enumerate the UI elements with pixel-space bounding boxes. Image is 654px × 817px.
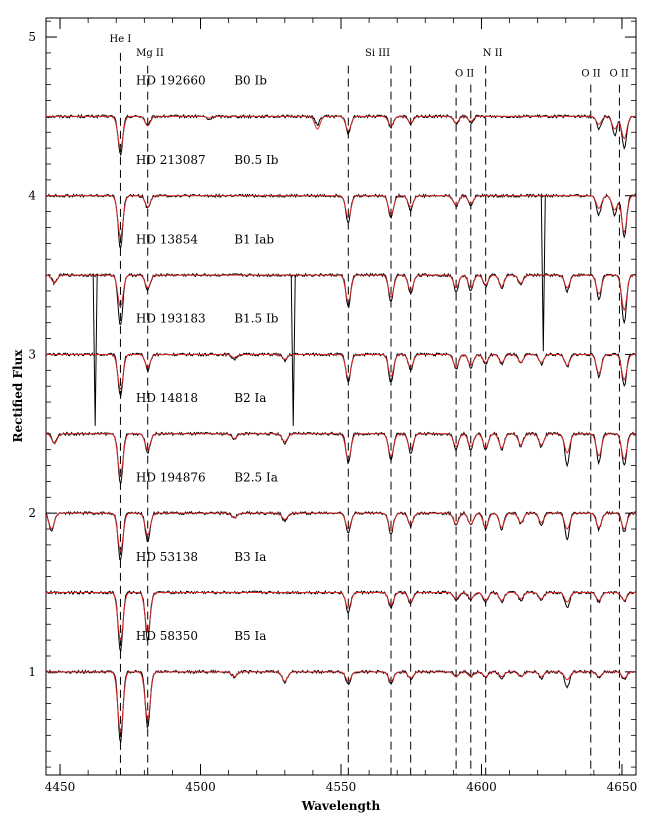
model-spectrum-hd-194876 [45,512,636,553]
line-id-label: O II [455,69,474,80]
x-tick-labels: 4450 4500 4550 4600 4650 [45,780,637,794]
y-tick-label: 5 [28,30,36,44]
star-name-label: HD 58350 [136,629,198,643]
observed-spectrum-hd-53138 [45,589,637,652]
model-spectrum-hd-14818 [45,433,636,476]
star-name-label: HD 53138 [136,550,198,564]
line-id-labels: He I Mg II Si III O II N II O II O II [110,34,629,80]
x-axis-label: Wavelength [301,799,381,813]
star-name-label: HD 194876 [136,470,206,484]
star-name-label: HD 14818 [136,391,198,405]
observed-spectrum-hd-14818 [45,431,637,485]
model-spectrum-hd-213087 [46,195,636,238]
spectral-type-label: B3 Ia [234,550,266,564]
cosmic-ray-spike [92,275,98,426]
observed-spectrum-hd-213087 [45,193,637,249]
star-name-label: HD 192660 [136,74,206,88]
minor-ticks [46,18,636,775]
model-spectrum-hd-53138 [46,591,636,642]
line-id-label: He I [110,34,132,45]
star-name-label: HD 193183 [136,312,206,326]
spectral-type-label: B5 Ia [234,629,266,643]
major-ticks [46,18,636,775]
y-tick-label: 1 [28,665,36,679]
x-tick-label: 4450 [45,780,76,794]
line-id-label: O II [581,69,600,80]
line-id-label: N II [483,48,503,59]
observed-spectrum-hd-194876 [45,510,637,561]
star-name-label: HD 13854 [136,232,198,246]
spectral-type-label: B2.5 Ia [234,470,278,484]
line-id-label: Si III [365,48,390,59]
y-tick-label: 4 [28,189,36,203]
observed-spectrum-hd-193183 [45,351,637,399]
plot-frame [45,17,637,776]
line-id-markers [119,52,620,775]
star-labels: HD 192660 B0 Ib HD 213087 B0.5 Ib HD 13854 B1… [136,74,279,643]
x-tick-label: 4650 [607,780,638,794]
model-spectrum-hd-13854 [45,274,636,312]
y-axis-label: Rectified Flux [11,349,25,443]
model-spectrum-hd-58350 [46,671,636,734]
y-tick-label: 3 [28,347,36,361]
observed-spectrum-hd-13854 [45,272,637,326]
cosmic-ray-spike [540,195,546,352]
spectral-type-label: B1.5 Ib [234,312,278,326]
spectra [45,113,637,743]
spectral-type-label: B2 Ia [234,391,266,405]
line-id-label: O II [610,69,629,80]
y-tick-label: 2 [28,506,36,520]
spectral-type-label: B0.5 Ib [234,153,278,167]
x-tick-label: 4600 [466,780,497,794]
cosmic-ray-spike [290,275,296,426]
model-spectrum-hd-193183 [46,353,636,391]
y-tick-labels: 1 2 3 4 5 [28,30,36,679]
model-spectrum-hd-192660 [46,115,636,149]
x-tick-label: 4550 [326,780,357,794]
star-name-label: HD 213087 [136,153,206,167]
x-tick-label: 4500 [185,780,216,794]
line-id-label: Mg II [136,48,164,59]
observed-spectrum-hd-58350 [45,669,637,743]
spectral-type-label: B0 Ib [234,74,267,88]
spectral-type-label: B1 Iab [234,232,274,246]
observed-spectrum-hd-192660 [45,113,637,157]
